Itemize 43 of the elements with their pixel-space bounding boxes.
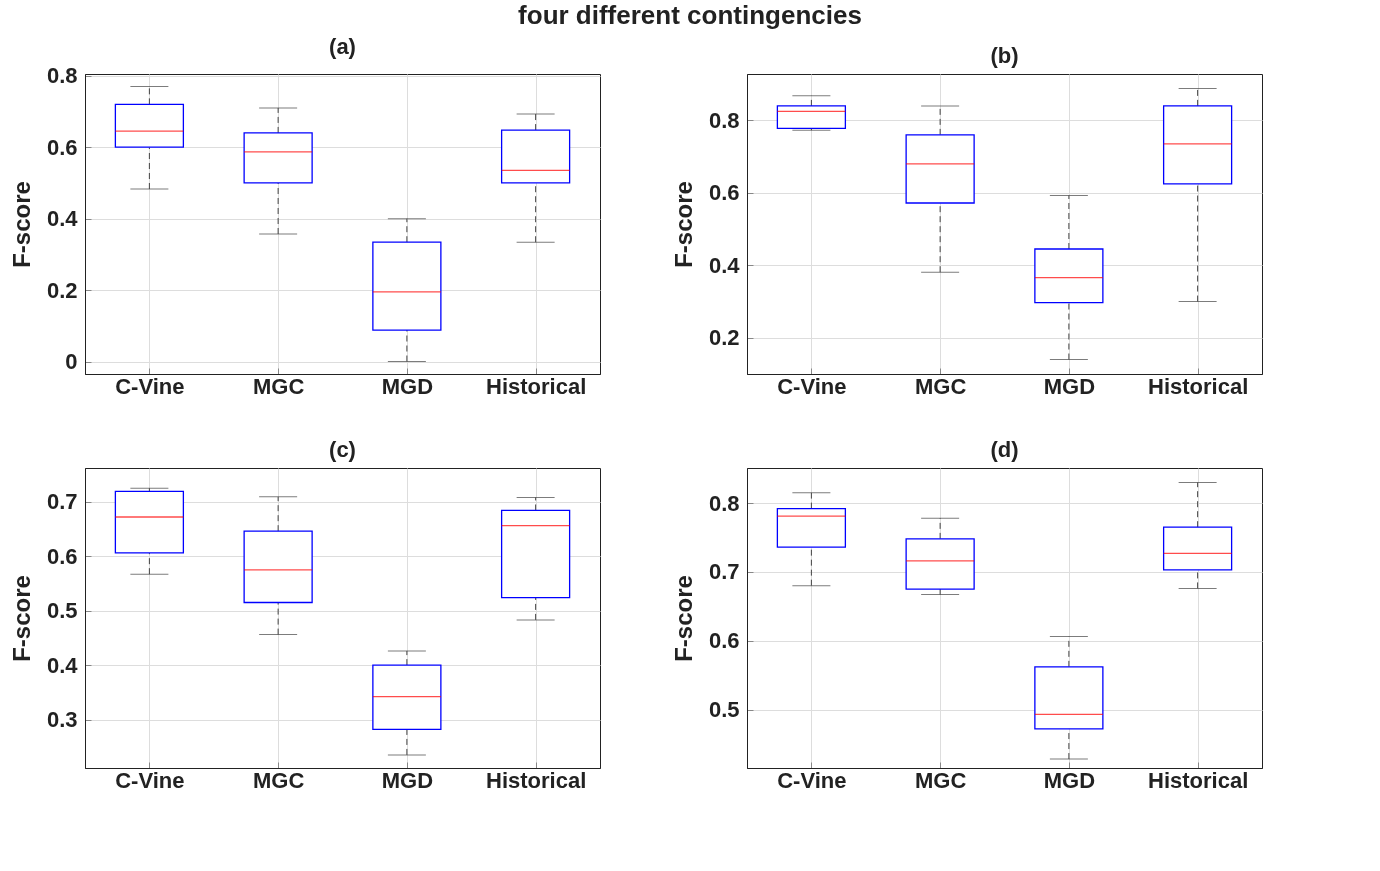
y-tick-label: 0.6	[708, 628, 740, 654]
y-tick-label: 0.8	[708, 107, 740, 133]
chart-title: (c)	[329, 437, 356, 462]
x-tick-label: MGC	[252, 373, 305, 399]
y-tick-label: 0.4	[46, 206, 79, 232]
x-tick-label: MGC	[252, 767, 305, 793]
y-tick-label: 0.6	[46, 134, 78, 160]
x-tick-label: C-Vine	[777, 373, 847, 399]
y-tick-label: 0.5	[708, 697, 740, 723]
y-tick-label: 0.6	[708, 180, 740, 206]
y-axis-title: F-score	[669, 575, 697, 662]
y-tick-label: 0.7	[708, 559, 740, 585]
chart-title: (b)	[990, 43, 1019, 68]
x-tick-label: C-Vine	[777, 767, 847, 793]
x-tick-label: MGC	[914, 767, 967, 793]
y-tick-label: 0.8	[708, 490, 740, 516]
x-tick-label: MGD	[381, 767, 434, 793]
y-tick-label: 0.7	[46, 489, 78, 515]
y-tick-label: 0.8	[46, 63, 78, 89]
x-tick-label: Historical	[485, 767, 587, 793]
y-tick-label: 0.6	[46, 543, 78, 569]
x-tick-label: Historical	[485, 373, 587, 399]
x-tick-label: C-Vine	[115, 767, 185, 793]
chart-title: (d)	[990, 437, 1019, 462]
y-axis-title: F-score	[7, 575, 35, 662]
y-tick-label: 0.4	[708, 252, 741, 278]
text: four different contingencies	[517, 0, 863, 30]
y-tick-label: 0.2	[46, 277, 78, 303]
y-tick-label: 0.2	[708, 325, 740, 351]
y-axis-title: F-score	[7, 181, 35, 268]
x-tick-label: C-Vine	[115, 373, 185, 399]
y-tick-label: 0	[65, 349, 78, 374]
x-tick-label: Historical	[1147, 767, 1249, 793]
x-tick-label: MGC	[914, 373, 967, 399]
x-tick-label: Historical	[1147, 373, 1249, 399]
x-tick-label: MGD	[1043, 767, 1096, 793]
y-tick-label: 0.3	[46, 707, 78, 733]
y-axis-title: F-score	[669, 181, 697, 268]
chart-title: (a)	[329, 33, 356, 59]
y-tick-label: 0.4	[46, 652, 79, 678]
x-tick-label: MGD	[381, 373, 434, 399]
y-tick-label: 0.5	[46, 598, 78, 624]
x-tick-label: MGD	[1043, 373, 1096, 399]
